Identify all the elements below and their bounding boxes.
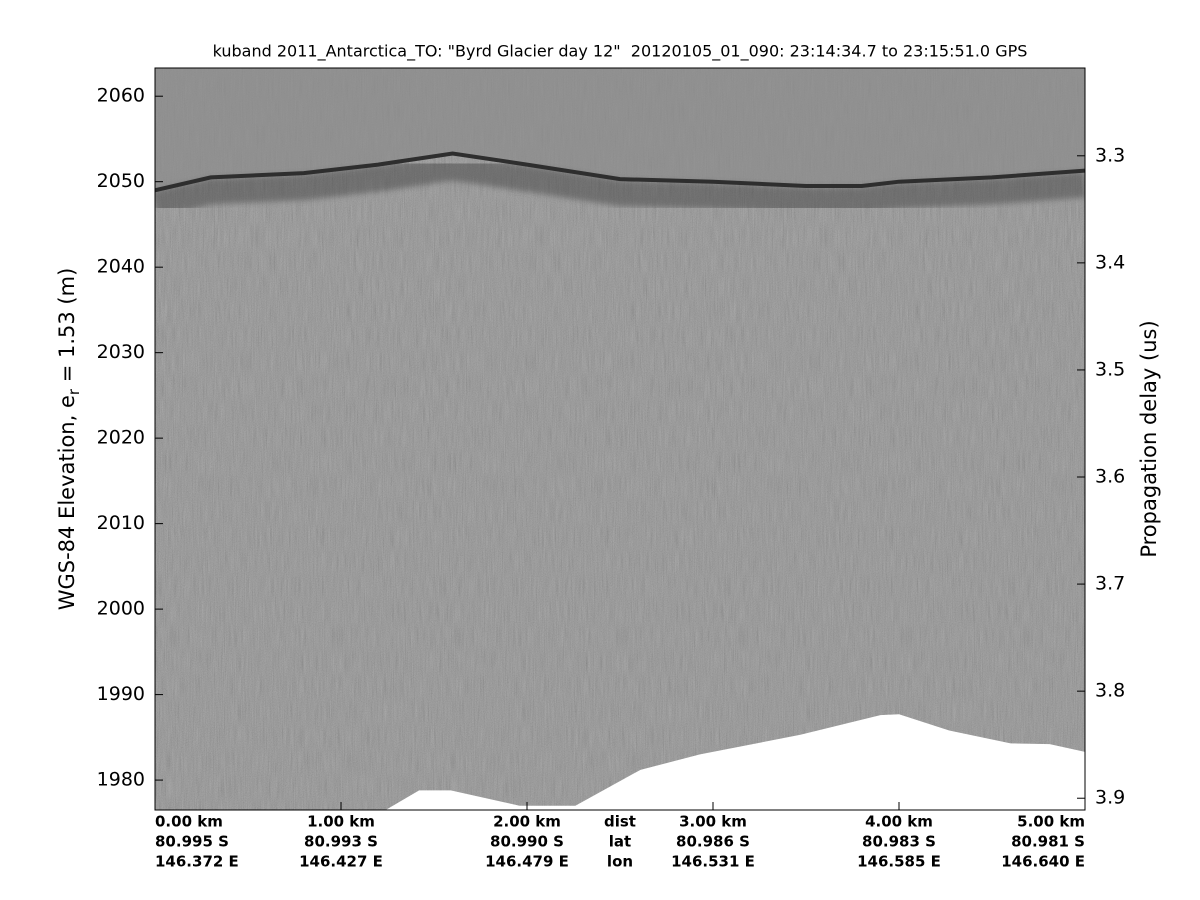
x-tick-label: 3.00 km: [679, 813, 747, 831]
lat-label: 80.981 S: [1011, 833, 1085, 851]
y-tick-label: 1990: [97, 683, 145, 705]
surface-line: [155, 151, 1085, 193]
y2-axis-label: Propagation delay (us): [1137, 320, 1161, 557]
y-axis-label-part: = 1.53 (m): [55, 268, 79, 389]
plot-frame: [154, 67, 1086, 811]
lon-label: 146.479 E: [485, 853, 569, 871]
row-label: lat: [609, 833, 631, 851]
y-tick-label: 1980: [97, 769, 145, 791]
y-axis-label: WGS-84 Elevation, er = 1.53 (m): [55, 268, 83, 611]
chart-title: kuband 2011_Antarctica_TO: "Byrd Glacier…: [213, 42, 1028, 62]
lon-label: 146.585 E: [857, 853, 941, 871]
lat-label: 80.983 S: [862, 833, 936, 851]
lon-label: 146.372 E: [155, 853, 239, 871]
y-tick-label: 2050: [97, 170, 145, 192]
y2-tick-label: 3.3: [1095, 144, 1125, 166]
lat-label: 80.995 S: [155, 833, 229, 851]
y2-tick-label: 3.8: [1095, 680, 1125, 702]
y-tick-label: 2030: [97, 341, 145, 363]
no-data-area: [385, 714, 1085, 810]
echogram-image: [155, 68, 1085, 810]
lon-label: 146.531 E: [671, 853, 755, 871]
y-tick-label: 2000: [97, 598, 145, 620]
y-tick-label: 2060: [97, 85, 145, 107]
y2-tick-label: 3.6: [1095, 466, 1125, 488]
lon-label: 146.640 E: [1001, 853, 1085, 871]
y2-tick-label: 3.9: [1095, 787, 1125, 809]
y-tick-label: 2040: [97, 256, 145, 278]
row-label: dist: [604, 813, 636, 831]
lat-label: 80.990 S: [490, 833, 564, 851]
y2-tick-label: 3.5: [1095, 358, 1125, 380]
lat-label: 80.993 S: [304, 833, 378, 851]
x-tick-label: 0.00 km: [155, 813, 223, 831]
air-region: [155, 68, 1085, 191]
x-tick-label: 5.00 km: [1017, 813, 1085, 831]
y-tick-label: 2020: [97, 427, 145, 449]
x-tick-label: 1.00 km: [307, 813, 375, 831]
surface-shadow: [155, 154, 1085, 217]
y2-tick-label: 3.4: [1095, 251, 1125, 273]
y-axis-label-subscript: r: [65, 388, 83, 395]
lon-label: 146.427 E: [299, 853, 383, 871]
lat-label: 80.986 S: [676, 833, 750, 851]
row-label: lon: [607, 853, 633, 871]
x-tick-label: 2.00 km: [493, 813, 561, 831]
y2-tick-label: 3.7: [1095, 573, 1125, 595]
x-tick-label: 4.00 km: [865, 813, 933, 831]
y-axis-label-part: WGS-84 Elevation, e: [55, 395, 79, 610]
y-tick-label: 2010: [97, 512, 145, 534]
